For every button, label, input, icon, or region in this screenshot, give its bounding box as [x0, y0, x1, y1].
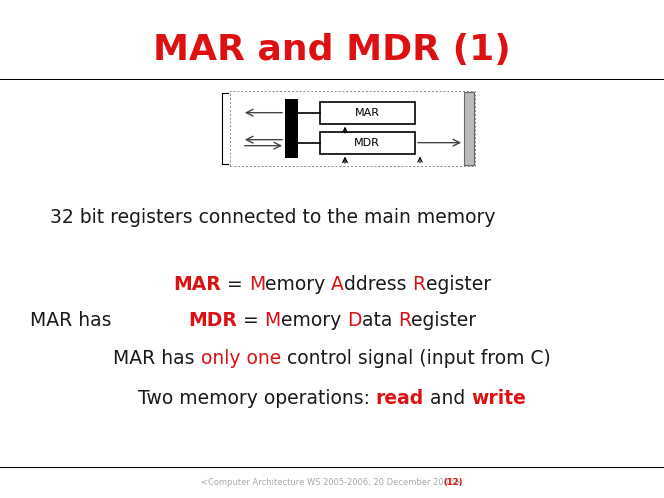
Text: 32 bit registers connected to the main memory: 32 bit registers connected to the main m… — [50, 208, 495, 227]
Text: R: R — [398, 310, 411, 330]
Text: and: and — [424, 388, 471, 407]
Text: D: D — [347, 310, 361, 330]
Text: emory: emory — [281, 310, 347, 330]
Text: Two memory operations:: Two memory operations: — [138, 388, 376, 407]
Text: M: M — [264, 310, 281, 330]
Text: egister: egister — [426, 275, 491, 294]
Text: MAR has: MAR has — [30, 311, 118, 330]
Text: MAR and MDR (1): MAR and MDR (1) — [153, 33, 511, 67]
Bar — [320, 102, 415, 124]
Text: ddress: ddress — [344, 275, 412, 294]
Text: (12): (12) — [444, 478, 463, 487]
Text: R: R — [412, 275, 426, 294]
Text: M: M — [249, 275, 265, 294]
Text: write: write — [471, 388, 526, 407]
Text: MAR: MAR — [355, 108, 380, 118]
Text: read: read — [376, 388, 424, 407]
Text: MAR: MAR — [173, 275, 221, 294]
Bar — [464, 92, 474, 165]
Text: MDR: MDR — [188, 310, 237, 330]
Text: =: = — [237, 310, 264, 330]
Text: emory: emory — [265, 275, 331, 294]
Text: A: A — [331, 275, 344, 294]
Text: <Computer Architecture WS 2005-2006, 20 December 2006>: <Computer Architecture WS 2005-2006, 20 … — [201, 478, 463, 487]
Bar — [320, 131, 415, 154]
Text: control signal (input from C): control signal (input from C) — [281, 349, 550, 368]
Text: ata: ata — [361, 310, 398, 330]
Text: MDR: MDR — [354, 137, 380, 148]
Text: egister: egister — [411, 310, 476, 330]
Text: =: = — [221, 275, 249, 294]
Text: only one: only one — [201, 349, 281, 368]
Text: MAR has: MAR has — [114, 349, 201, 368]
Bar — [285, 99, 298, 158]
